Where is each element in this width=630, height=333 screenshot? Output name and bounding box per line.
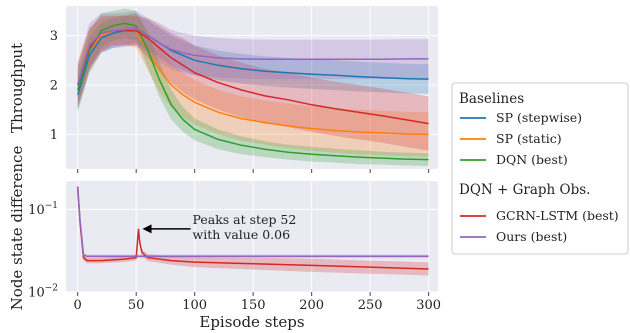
xtick-label: 200 xyxy=(299,298,324,313)
xtick-label: 100 xyxy=(182,298,207,313)
xtick-label: 250 xyxy=(358,298,383,313)
throughput-panel: 1 2 3 Throughput xyxy=(8,6,438,173)
throughput-ytick-label: 3 xyxy=(50,29,58,44)
throughput-band-sp-static xyxy=(77,13,429,157)
xtick-label: 300 xyxy=(416,298,441,313)
legend-label-sp-stepwise: SP (stepwise) xyxy=(496,110,582,125)
xlabel-episode-steps: Episode steps xyxy=(199,313,304,331)
xtick-label: 0 xyxy=(74,298,82,313)
annotation-line-2: with value 0.06 xyxy=(193,227,291,242)
node-state-line-gcrn-lstm-best xyxy=(76,188,429,270)
legend-label-ours: Ours (best) xyxy=(496,229,567,244)
legend-heading-graph-obs: DQN + Graph Obs. xyxy=(459,182,590,198)
node-state-ylabel: Node state difference xyxy=(8,146,26,311)
node-state-ytick-label: 10−1 xyxy=(28,201,58,218)
legend: Baselines SP (stepwise) SP (static) DQN … xyxy=(451,82,629,255)
legend-label-gcrn-lstm: GCRN-LSTM (best) xyxy=(496,208,619,223)
throughput-band-gcrn-lstm-best xyxy=(77,15,429,151)
xtick-label: 50 xyxy=(128,298,145,313)
node-state-plot-area xyxy=(66,181,438,292)
throughput-line-dqn-best xyxy=(76,22,429,161)
peak-arrowhead xyxy=(142,224,152,234)
legend-label-dqn: DQN (best) xyxy=(496,152,568,167)
legend-label-sp-static: SP (static) xyxy=(496,131,562,146)
node-state-ytick-label: 10−2 xyxy=(28,284,58,301)
throughput-line-ours-best xyxy=(76,27,429,86)
throughput-ylabel: Throughput xyxy=(8,43,26,133)
xtick-label: 150 xyxy=(241,298,266,313)
legend-heading-baselines: Baselines xyxy=(459,91,524,107)
annotation-line-1: Peaks at step 52 xyxy=(193,212,297,227)
peak-annotation: Peaks at step 52 with value 0.06 xyxy=(142,212,297,242)
throughput-band-sp-stepwise xyxy=(77,13,429,113)
node-state-line-ours-best xyxy=(76,186,429,258)
throughput-ytick-label: 1 xyxy=(50,128,58,143)
throughput-line-sp-stepwise xyxy=(76,27,429,96)
throughput-ytick-label: 2 xyxy=(50,79,58,94)
throughput-band-dqn-best xyxy=(77,8,429,166)
legend-box xyxy=(451,82,629,255)
node-state-band-gcrn-lstm-best xyxy=(77,186,429,276)
node-state-panel: 10−2 10−1 0 50 100 150 200 250 300 Node state d… xyxy=(8,146,441,331)
